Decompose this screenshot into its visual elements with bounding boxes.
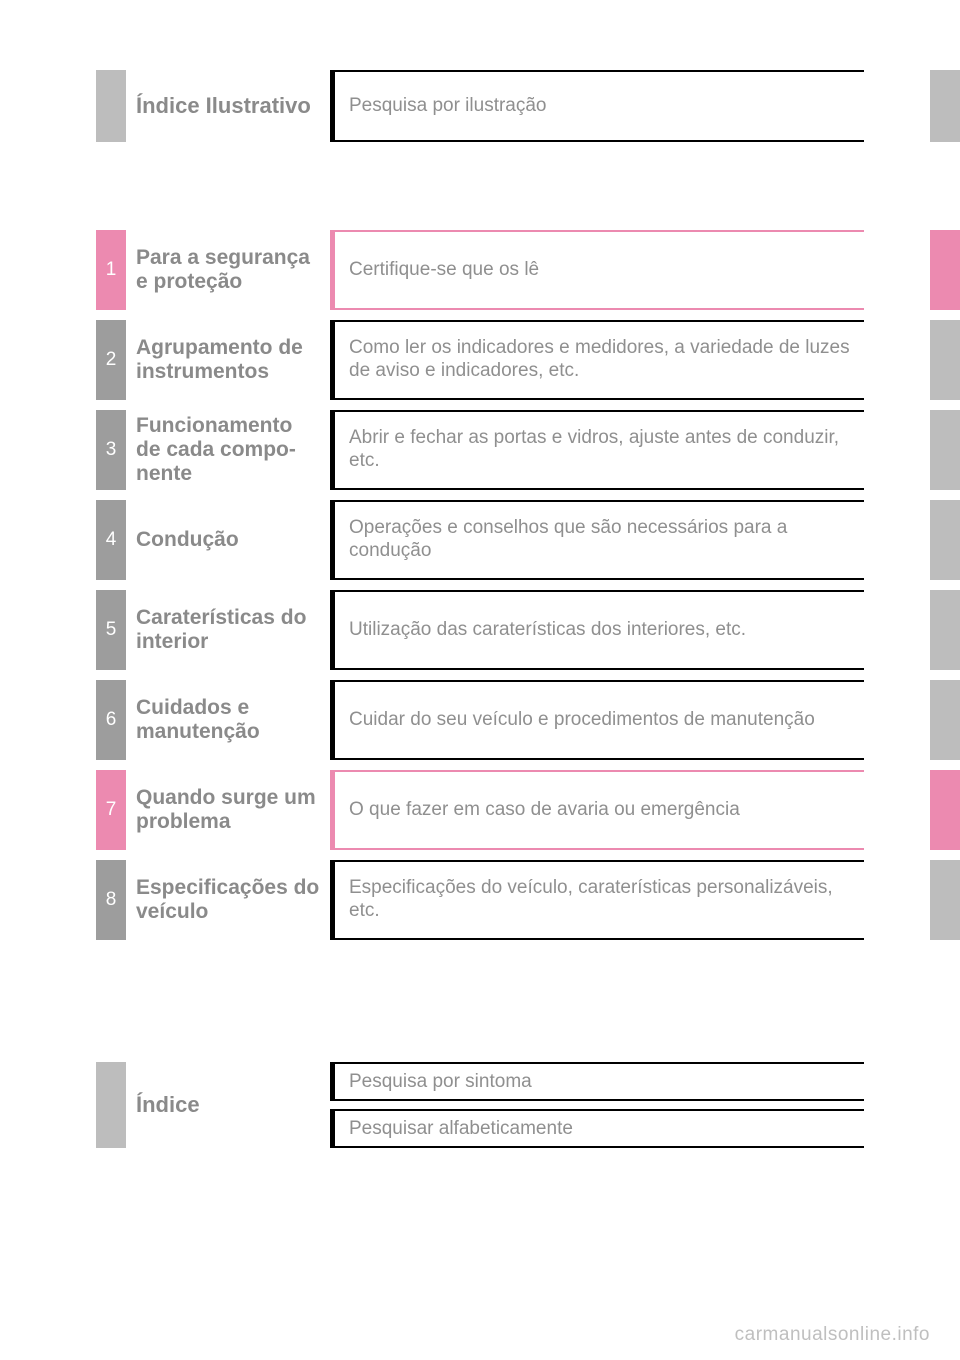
chapter-row[interactable]: 7 Quando surge um problema O que fazer e… — [96, 770, 960, 850]
footer-watermark: carmanualsonline.info — [735, 1324, 930, 1346]
chapter-list: 1 Para a segurança e proteção Certifique… — [96, 230, 960, 950]
chapter-row[interactable]: 3 Funcionamento de cada compo­nente Abri… — [96, 410, 960, 490]
chapter-desc: Operações e conselhos que são necessário… — [330, 500, 864, 580]
index-items: Pesquisa por sintoma Pesquisar alfabetic… — [330, 1062, 864, 1148]
chapter-row[interactable]: 8 Especificações do veículo Especificaçõ… — [96, 860, 960, 940]
chapter-title: Quando surge um problema — [126, 770, 330, 850]
chapter-desc: Cuidar do seu veículo e procedimentos de… — [330, 680, 864, 760]
edge-tab — [930, 230, 960, 310]
chapter-desc: Especificações do veículo, caraterística… — [330, 860, 864, 940]
index-item[interactable]: Pesquisar alfabeticamente — [330, 1109, 864, 1148]
chapter-number: 7 — [96, 770, 126, 850]
edge-tab — [930, 590, 960, 670]
edge-tab — [930, 410, 960, 490]
page: Índice Ilustrativo Pesquisa por ilustraç… — [0, 0, 960, 1360]
left-tab — [96, 1062, 126, 1148]
chapter-number: 6 — [96, 680, 126, 760]
chapter-title: Cuidados e manutenção — [126, 680, 330, 760]
chapter-title: Para a segurança e proteção — [126, 230, 330, 310]
chapter-row[interactable]: 6 Cuidados e manutenção Cuidar do seu ve… — [96, 680, 960, 760]
chapter-desc: Abrir e fechar as portas e vidros, ajust… — [330, 410, 864, 490]
chapter-row[interactable]: 5 Caraterísticas do interior Utilização … — [96, 590, 960, 670]
right-tab — [930, 70, 960, 142]
chapter-desc: Como ler os indicadores e medidores, a v… — [330, 320, 864, 400]
illustrative-index-row[interactable]: Índice Ilustrativo Pesquisa por ilustraç… — [96, 70, 864, 142]
chapter-number: 3 — [96, 410, 126, 490]
edge-tabs — [930, 230, 960, 950]
chapter-number: 5 — [96, 590, 126, 670]
edge-tab — [930, 860, 960, 940]
illustrative-index-desc: Pesquisa por ilustração — [330, 70, 864, 142]
chapter-number: 4 — [96, 500, 126, 580]
index-title: Índice — [126, 1062, 330, 1148]
chapter-row[interactable]: 2 Agrupamento de instrumentos Como ler o… — [96, 320, 960, 400]
left-tab — [96, 70, 126, 142]
chapter-title: Funcionamento de cada compo­nente — [126, 410, 330, 490]
edge-tab — [930, 680, 960, 760]
edge-tab — [930, 320, 960, 400]
chapter-title: Especificações do veículo — [126, 860, 330, 940]
index-block: Índice Pesquisa por sintoma Pesquisar al… — [96, 1062, 864, 1148]
chapter-row[interactable]: 4 Condução Operações e conselhos que são… — [96, 500, 960, 580]
chapter-row[interactable]: 1 Para a segurança e proteção Certifique… — [96, 230, 960, 310]
index-item[interactable]: Pesquisa por sintoma — [330, 1062, 864, 1101]
chapter-desc: Utilização das caraterísticas dos interi… — [330, 590, 864, 670]
chapter-desc: Certifique-se que os lê — [330, 230, 864, 310]
chapter-number: 8 — [96, 860, 126, 940]
edge-tab — [930, 770, 960, 850]
chapter-number: 1 — [96, 230, 126, 310]
illustrative-index-title: Índice Ilustrativo — [126, 93, 330, 119]
chapter-title: Agrupamento de instrumentos — [126, 320, 330, 400]
chapter-desc: O que fazer em caso de avaria ou emergên… — [330, 770, 864, 850]
chapter-title: Caraterísticas do interior — [126, 590, 330, 670]
chapter-number: 2 — [96, 320, 126, 400]
edge-tab — [930, 500, 960, 580]
chapter-title: Condução — [126, 500, 330, 580]
